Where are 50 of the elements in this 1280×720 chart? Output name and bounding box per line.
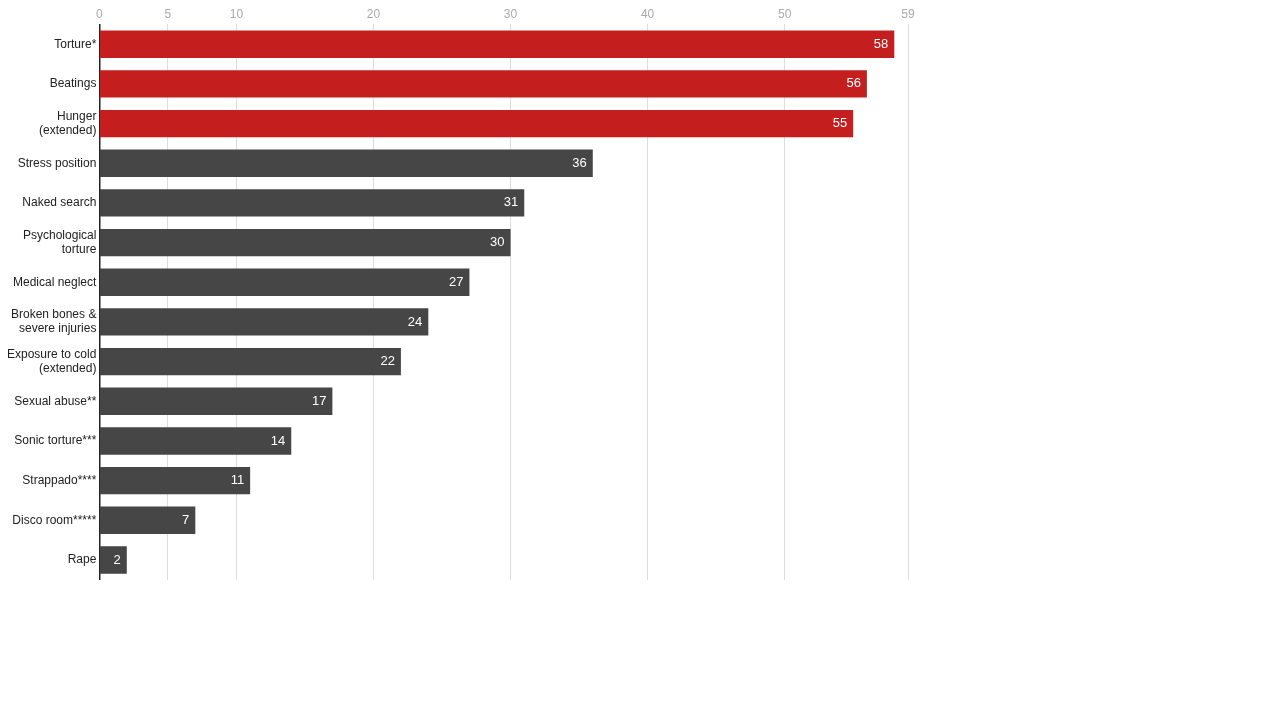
bar <box>99 228 511 257</box>
bar <box>99 427 292 455</box>
data-label: 55 <box>832 115 848 131</box>
x-tick-label: 40 <box>640 6 655 21</box>
bar <box>99 30 895 58</box>
x-tick-label: 0 <box>96 6 104 21</box>
bar <box>99 189 525 217</box>
y-tick-label: Disco room***** <box>12 512 97 527</box>
bar <box>99 506 196 534</box>
x-tick-label: 20 <box>366 6 381 21</box>
data-label: 36 <box>572 154 587 170</box>
bar <box>99 387 333 415</box>
y-tick-label: Hunger (extended) <box>39 108 97 138</box>
x-tick-label: 59 <box>901 6 915 21</box>
bar <box>99 109 854 138</box>
data-label: 7 <box>182 511 190 527</box>
data-label: 56 <box>846 75 861 91</box>
y-tick-label: Exposure to cold (extended) <box>6 346 97 376</box>
y-tick-label: Rape <box>67 552 97 567</box>
y-tick-label: Broken bones & severe injuries <box>10 307 97 336</box>
bar <box>99 347 401 376</box>
x-tick-label: 10 <box>229 6 244 21</box>
y-tick-label: Naked search <box>22 195 97 210</box>
data-label: 30 <box>490 234 505 250</box>
data-label: 11 <box>230 472 245 488</box>
bar <box>99 149 593 177</box>
data-label: 14 <box>270 432 286 448</box>
data-label: 27 <box>448 273 464 289</box>
bar <box>99 70 867 98</box>
data-label: 2 <box>113 551 121 567</box>
data-label: 22 <box>380 353 395 369</box>
y-tick-label: Stress position <box>17 155 97 170</box>
y-tick-label: Torture* <box>54 36 97 51</box>
x-tick-label: 30 <box>503 6 518 21</box>
y-tick-label: Sonic torture*** <box>14 433 97 448</box>
y-tick-label: Psychological torture <box>23 227 97 257</box>
y-tick-label: Sexual abuse** <box>14 393 97 408</box>
bar <box>99 268 470 296</box>
y-tick-label: Beatings <box>49 76 97 91</box>
data-label: 17 <box>311 392 327 408</box>
y-tick-label: Medical neglect <box>12 274 98 289</box>
bar <box>99 308 429 336</box>
data-label: 31 <box>503 194 519 210</box>
data-label: 58 <box>873 35 889 51</box>
x-tick-label: 50 <box>777 6 792 21</box>
y-tick-label: Strappado**** <box>22 472 97 487</box>
bar <box>99 546 127 574</box>
data-label: 24 <box>407 313 423 329</box>
x-tick-label: 5 <box>164 6 172 21</box>
bar <box>99 466 251 495</box>
